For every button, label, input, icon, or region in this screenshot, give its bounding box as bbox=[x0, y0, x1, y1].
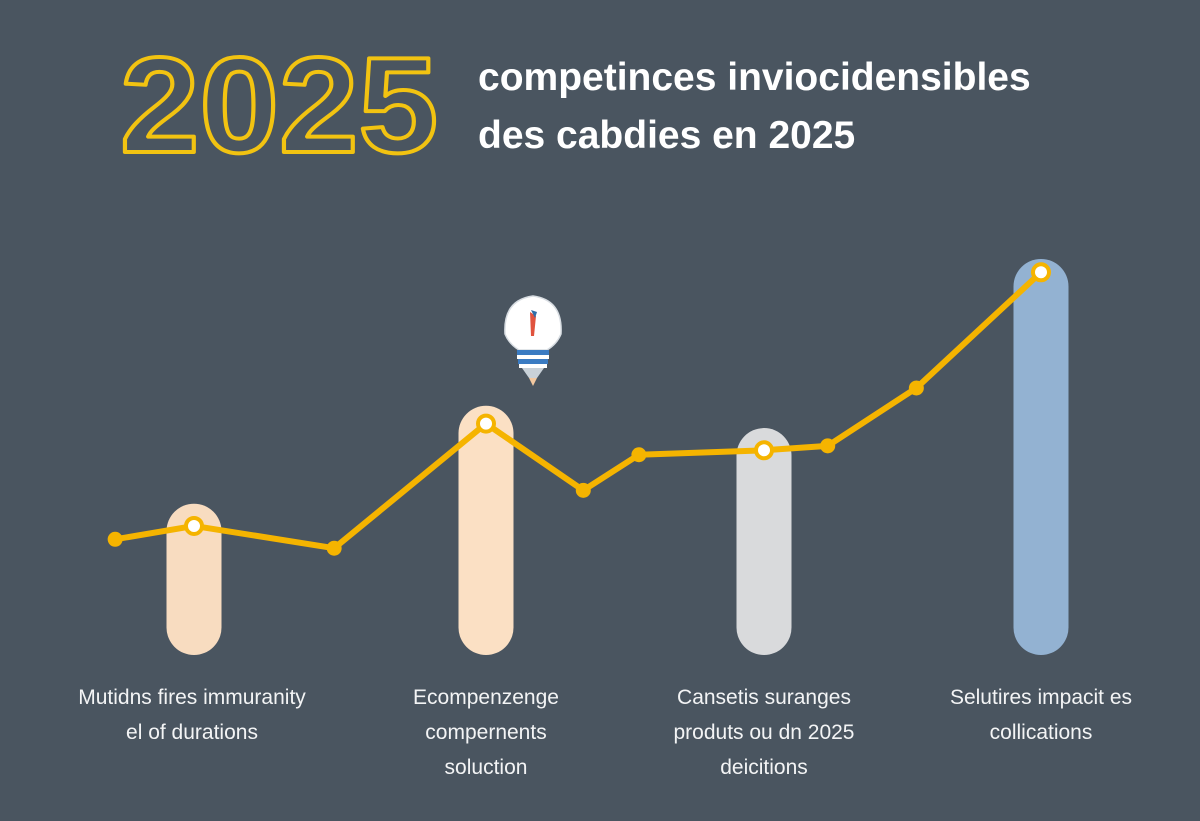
category-label-line: Mutidns fires immuranity bbox=[78, 686, 306, 709]
line-point-8 bbox=[820, 438, 836, 454]
lightbulb-icon bbox=[504, 295, 562, 386]
title-line-1: competinces inviocidensibles bbox=[478, 56, 1031, 99]
category-label-line: soluction bbox=[444, 756, 528, 779]
line-point-4 bbox=[476, 413, 496, 434]
line-point-3 bbox=[326, 540, 342, 556]
line-path bbox=[112, 269, 1044, 552]
bars bbox=[166, 258, 1069, 655]
category-label-line: compernents bbox=[425, 721, 547, 744]
title-line-2: des cabdies en 2025 bbox=[478, 114, 856, 157]
category-label-line: Cansetis suranges bbox=[677, 686, 851, 709]
category-label-line: Ecompenzenge bbox=[413, 686, 559, 709]
line-series bbox=[107, 262, 1051, 556]
category-label-1: Mutidns fires immuranity el of durations bbox=[42, 680, 342, 750]
bar-1 bbox=[166, 503, 222, 655]
bar-4 bbox=[1013, 258, 1069, 655]
category-label-line: deicitions bbox=[720, 756, 808, 779]
header: 2025 competinces inviocidensibles des ca… bbox=[0, 0, 1200, 200]
category-label-3: Cansetis suranges produts ou dn 2025 deici… bbox=[614, 680, 914, 785]
line-point-6 bbox=[631, 447, 647, 463]
category-label-2: Ecompenzenge compernents soluction bbox=[336, 680, 636, 785]
category-label-line: el of durations bbox=[126, 721, 258, 744]
line-point-10 bbox=[1031, 262, 1051, 283]
line-point-1 bbox=[107, 531, 123, 547]
year-text: 2025 bbox=[120, 30, 438, 170]
line-point-2 bbox=[184, 515, 204, 536]
category-label-line: produts ou dn 2025 bbox=[673, 721, 855, 744]
bar-3 bbox=[736, 428, 792, 655]
line-point-7 bbox=[754, 440, 774, 461]
line-point-5 bbox=[575, 482, 591, 498]
category-label-4: Selutires impacit es collications bbox=[891, 680, 1191, 750]
bar-2 bbox=[458, 405, 514, 655]
category-label-line: Selutires impacit es bbox=[949, 686, 1133, 709]
year-badge: 2025 bbox=[120, 30, 440, 170]
category-label-line: collications bbox=[989, 721, 1093, 744]
line-point-9 bbox=[908, 380, 924, 396]
